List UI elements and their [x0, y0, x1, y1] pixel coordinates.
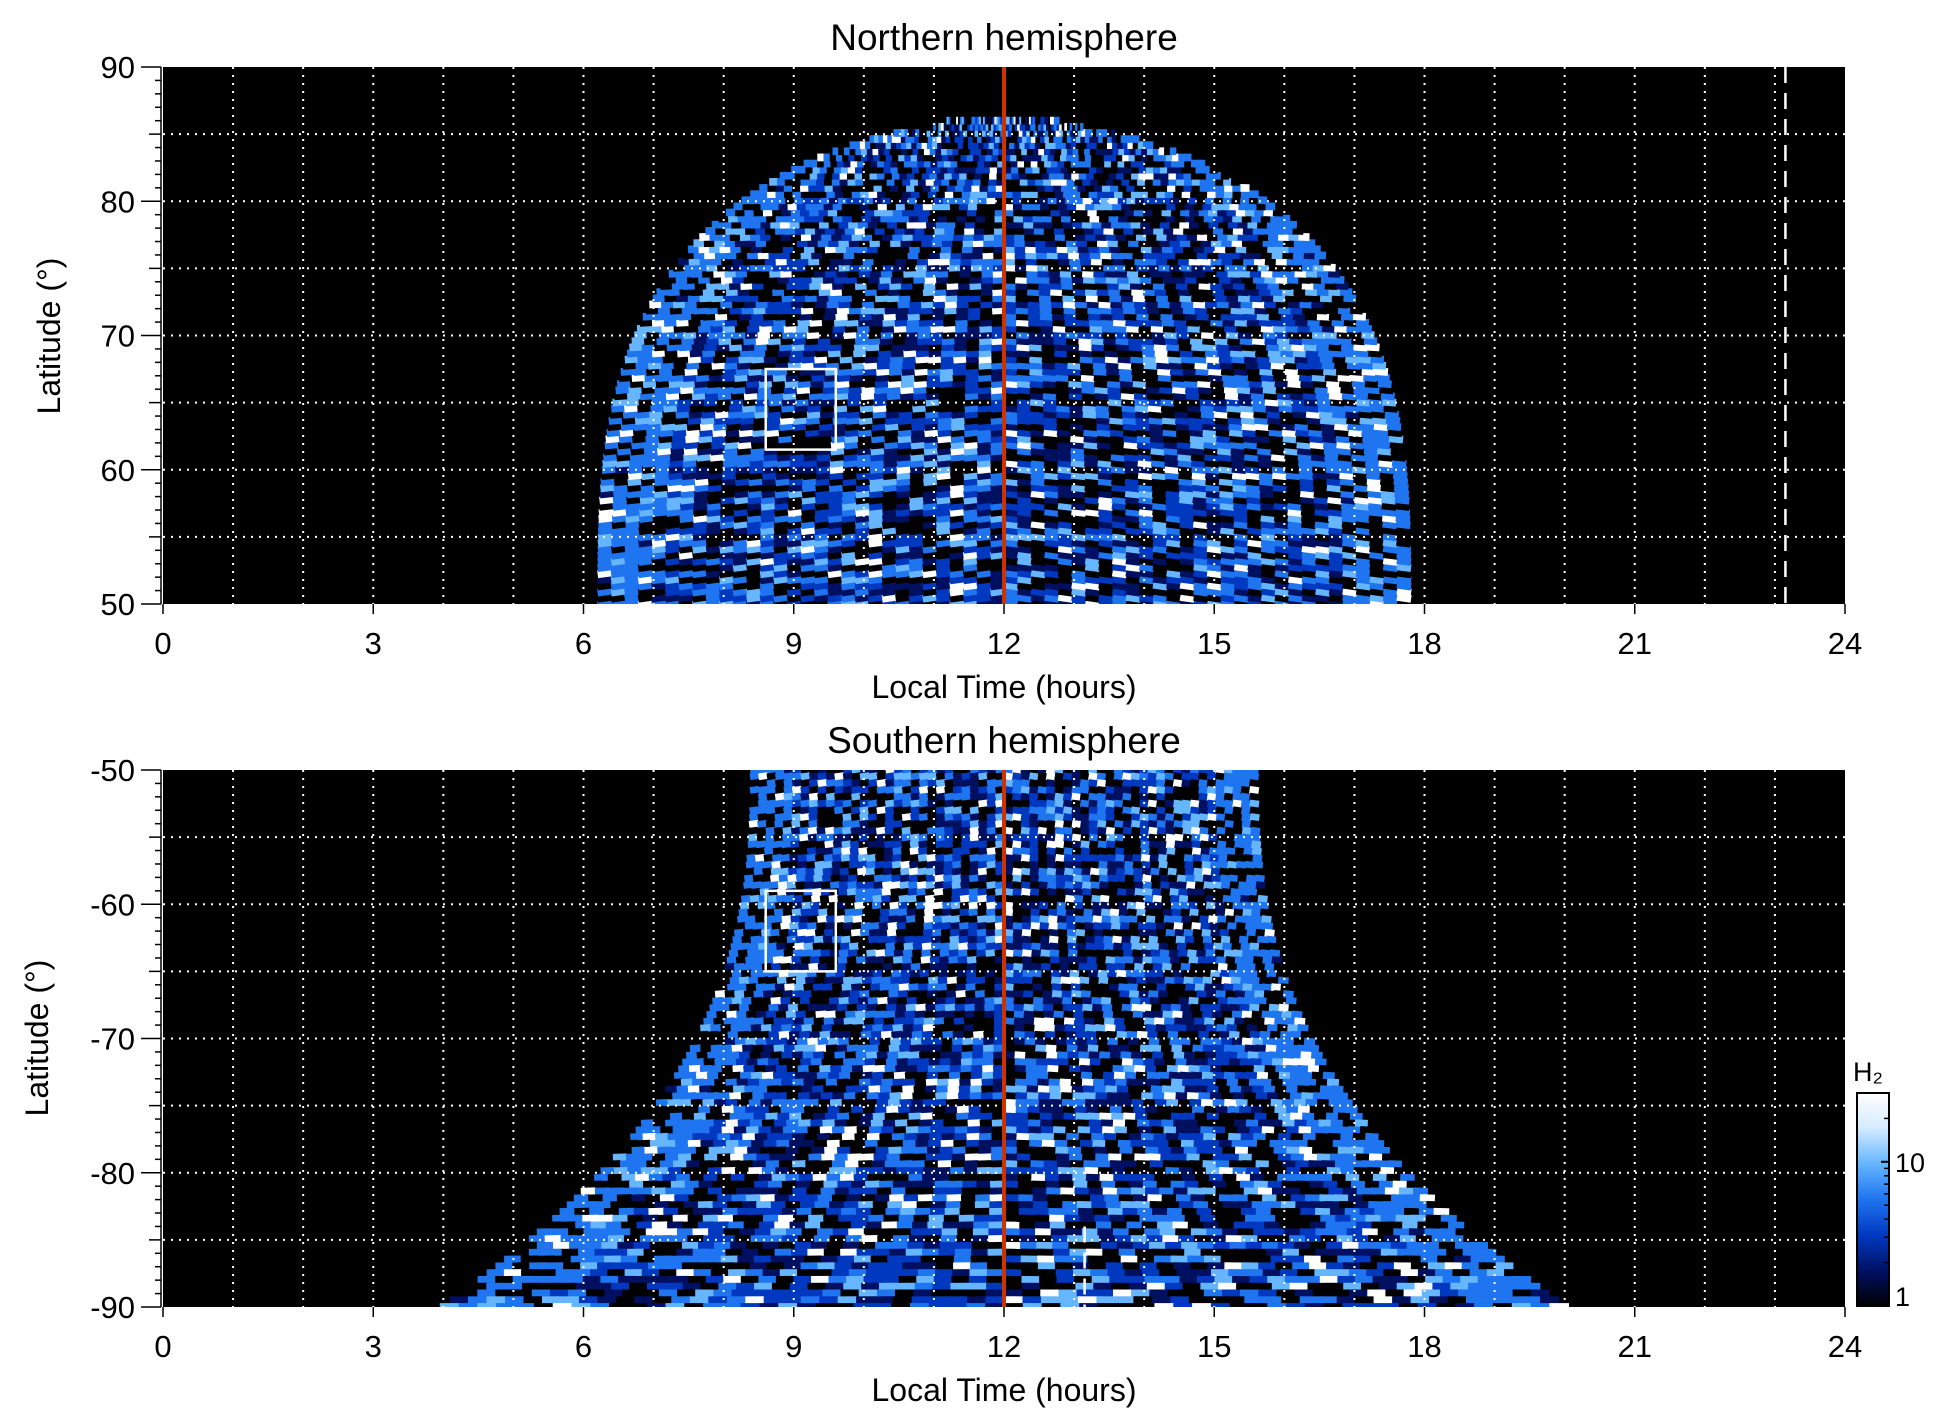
heat-cell — [804, 160, 812, 168]
heat-cell — [1249, 190, 1258, 198]
y-minor-ticks — [141, 67, 161, 604]
heat-cell — [832, 147, 839, 155]
x-tick-label: 0 — [154, 626, 171, 661]
heat-cell — [1170, 147, 1177, 155]
x-tick-label: 6 — [575, 626, 592, 661]
heat-cell — [1198, 160, 1206, 168]
heat-cell — [1153, 141, 1159, 149]
heat-cell — [1231, 178, 1240, 186]
heat-cell — [1134, 135, 1139, 143]
x-tick-label: 12 — [987, 626, 1021, 661]
heat-cell — [1184, 154, 1191, 162]
heat-cell — [850, 141, 856, 149]
y-axis-ticks: 50 60 70 80 90 — [101, 50, 135, 622]
y-tick-label: 90 — [101, 50, 135, 85]
heat-cell — [1164, 147, 1171, 155]
x-axis-label: Local Time (hours) — [872, 669, 1137, 705]
heat-cell — [1111, 129, 1116, 137]
heat-cell — [1080, 123, 1083, 131]
x-axis-ticks: 0 3 6 9 12 15 18 21 24 — [154, 604, 1862, 661]
heat-cell — [1221, 172, 1229, 180]
heat-cell — [1191, 160, 1199, 168]
x-tick-label: 24 — [1828, 626, 1862, 661]
heat-cell — [817, 154, 824, 162]
heat-cell — [750, 190, 759, 198]
heat-cell — [1178, 154, 1185, 162]
y-tick-label: 50 — [101, 587, 135, 622]
x-tick-label: 15 — [1197, 626, 1231, 661]
heat-cell — [780, 172, 788, 180]
heat-cell — [1240, 184, 1249, 192]
heat-cell — [1148, 141, 1154, 149]
y-tick-label: 70 — [101, 319, 135, 354]
y-axis-label: Latitude (°) — [31, 258, 67, 415]
x-tick-label: 3 — [365, 626, 382, 661]
y-tick-label: 80 — [101, 184, 135, 219]
heat-cell — [855, 141, 861, 149]
heat-cell — [1060, 117, 1063, 125]
heat-cell — [769, 178, 778, 186]
heat-cell — [759, 184, 768, 192]
x-tick-label: 21 — [1618, 626, 1652, 661]
heat-cell — [844, 147, 851, 155]
heat-cell — [1158, 147, 1165, 155]
x-tick-label: 18 — [1407, 626, 1441, 661]
heat-cell — [823, 154, 830, 162]
y-tick-label: 60 — [101, 453, 135, 488]
x-tick-label: 9 — [785, 626, 802, 661]
panel-title: Northern hemisphere — [830, 17, 1178, 58]
heat-cell — [741, 196, 751, 204]
heat-cell — [810, 160, 818, 168]
heat-cell — [838, 147, 845, 155]
heat-cell — [791, 166, 799, 174]
northern-hemisphere-panel: Northern hemisphere 0 3 6 9 12 15 18 21 24 50 60 7… — [31, 17, 1862, 705]
panel-title: Southern hemisphere — [827, 720, 1181, 761]
